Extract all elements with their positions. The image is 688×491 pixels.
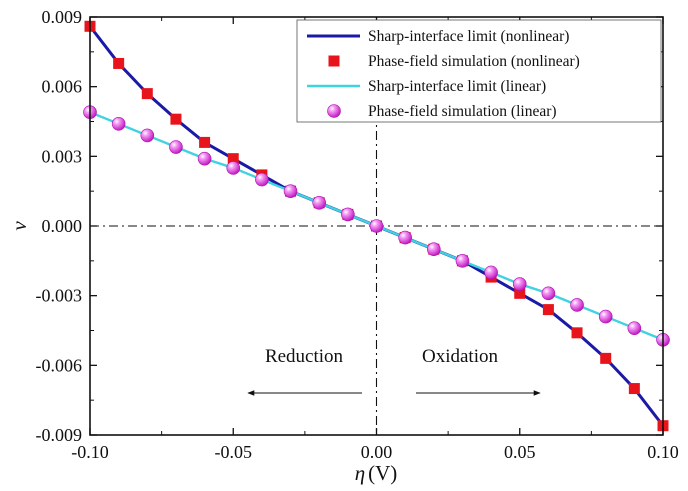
sphere-marker [598,309,613,324]
y-tick-label: 0.009 [42,7,83,27]
annotations: Reduction Oxidation [247,346,541,396]
sphere-marker [512,277,527,291]
x-axis-title: η (V) [355,461,398,485]
x-tick-label: 0.00 [361,442,393,462]
square-marker [514,287,526,299]
square-marker [628,383,640,395]
legend-marker-swatch [327,104,341,118]
legend-marker-swatch [328,55,340,67]
sphere-marker [341,207,355,222]
legend-label: Phase-field simulation (nonlinear) [368,53,580,70]
x-tick-label: 0.10 [647,442,679,462]
y-tick-label: 0.006 [42,77,83,97]
y-tick-label: 0.000 [42,216,83,236]
sphere-marker [283,184,298,198]
x-tick-label: -0.05 [215,442,253,462]
sphere-marker [255,172,269,187]
legend-label: Sharp-interface limit (linear) [368,78,546,95]
square-marker [542,304,554,316]
sphere-marker [197,151,212,166]
sphere-marker [541,286,556,301]
y-tick-label: -0.009 [36,425,83,445]
marker-layer [83,20,670,432]
square-marker [227,153,239,165]
x-axis-unit: (V) [368,461,397,485]
y-tick-label: 0.003 [42,146,83,166]
square-marker [199,136,211,148]
square-marker [600,352,612,364]
sphere-marker [570,298,584,312]
tick-labels: -0.10 -0.05 0.00 0.05 0.10 0.009 0.006 0.003 0.0… [36,7,679,462]
square-marker [571,327,583,339]
square-marker [113,57,125,69]
square-marker [170,113,182,125]
legend-label: Sharp-interface limit (nonlinear) [368,28,569,45]
annotation-oxidation: Oxidation [422,346,498,367]
x-axis-symbol: η [355,461,365,485]
x-tick-label: 0.05 [504,442,536,462]
sphere-marker [369,219,384,233]
x-tick-label: -0.10 [71,442,109,462]
sphere-marker [455,254,470,268]
y-tick-label: -0.006 [36,355,83,375]
sphere-marker [426,242,441,257]
legend: Sharp-interface limit (nonlinear) Phase-f… [296,19,662,123]
legend-label: Phase-field simulation (linear) [368,103,557,120]
sphere-marker [484,265,498,280]
sphere-marker [312,195,327,210]
square-marker [141,88,153,100]
sphere-marker [111,117,126,131]
sphere-marker [627,321,642,335]
sphere-marker [398,230,412,245]
axis-ticks [89,16,664,436]
sphere-marker [226,161,241,175]
sphere-marker [169,140,183,154]
y-tick-label: -0.003 [36,286,83,306]
annotation-reduction: Reduction [265,346,344,367]
sphere-marker [140,128,155,143]
y-axis-title: v [7,221,31,231]
